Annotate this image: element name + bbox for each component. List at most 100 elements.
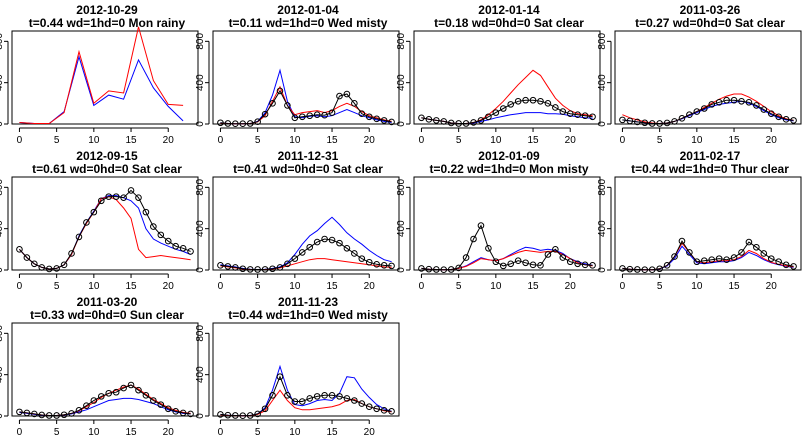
data-point — [700, 105, 708, 112]
data-point — [485, 245, 492, 252]
panel-title-date: 2011-03-20 — [77, 295, 138, 309]
data-point — [462, 254, 470, 261]
data-point — [455, 120, 462, 127]
data-point — [187, 410, 194, 418]
data-point — [537, 262, 544, 269]
data-point — [760, 250, 768, 257]
data-point — [298, 249, 306, 256]
data-point — [164, 237, 172, 245]
data-point — [53, 265, 60, 272]
data-point — [767, 110, 775, 117]
data-point — [60, 411, 68, 419]
data-point — [254, 410, 261, 418]
panel-4: 2011-03-26t=0.27 wd=0hd=0 Sat clear 0 5 10 1… — [597, 3, 802, 146]
data-point — [23, 254, 31, 261]
data-point — [83, 402, 90, 409]
data-point — [291, 114, 299, 122]
data-point — [232, 264, 239, 271]
series-line-3 — [220, 375, 392, 417]
data-point — [566, 258, 574, 266]
panel-title-date: 2012-01-09 — [478, 149, 540, 163]
data-point — [790, 117, 797, 124]
x-tick-label: 20 — [163, 135, 175, 146]
data-point — [53, 412, 60, 419]
data-point — [715, 255, 723, 262]
series-line-1 — [19, 195, 191, 270]
data-point — [135, 194, 142, 201]
data-point — [23, 409, 31, 417]
data-point — [492, 258, 500, 266]
data-point — [127, 187, 135, 194]
data-point — [499, 105, 507, 112]
data-point — [187, 248, 194, 255]
data-point — [306, 243, 314, 251]
data-point — [239, 265, 247, 273]
data-point — [261, 266, 269, 273]
data-point — [529, 96, 537, 104]
data-point — [217, 411, 224, 418]
data-point — [112, 193, 120, 200]
panel-title-date: 2011-11-23 — [278, 295, 338, 309]
data-point — [522, 259, 529, 267]
x-tick-label: 10 — [691, 135, 703, 146]
x-tick-label: 0 — [17, 281, 23, 292]
data-point — [418, 114, 425, 122]
data-point — [284, 260, 291, 268]
plot-frame — [212, 322, 400, 417]
data-point — [678, 115, 686, 122]
data-point — [313, 238, 321, 246]
x-tick-label: 15 — [125, 427, 137, 438]
plot-frame — [11, 30, 199, 125]
data-point — [522, 96, 529, 104]
data-point — [365, 258, 373, 266]
data-point — [16, 246, 23, 253]
y-tick-label: 0 — [195, 413, 206, 419]
data-point — [589, 113, 596, 121]
data-point — [68, 410, 75, 417]
data-point — [552, 104, 559, 111]
data-point — [507, 260, 515, 268]
x-tick-label: 20 — [364, 427, 376, 438]
data-point — [172, 242, 179, 250]
data-point — [634, 266, 641, 273]
data-point — [790, 263, 797, 270]
x-tick-label: 10 — [88, 427, 100, 438]
data-point — [60, 261, 68, 269]
data-point — [343, 245, 351, 252]
data-point — [276, 373, 284, 381]
data-point — [142, 392, 150, 399]
plot-frame — [614, 30, 802, 125]
x-tick-label: 15 — [326, 281, 338, 292]
data-point — [358, 400, 366, 407]
data-point — [269, 265, 276, 273]
panel-title-info: t=0.44 wd=1hd=0 Wed misty — [228, 308, 388, 322]
x-tick-label: 5 — [54, 427, 60, 438]
x-tick-label: 15 — [326, 427, 338, 438]
x-tick-label: 10 — [88, 135, 100, 146]
data-point — [224, 411, 232, 419]
data-point — [97, 393, 105, 400]
data-point — [120, 384, 127, 392]
data-point — [343, 90, 351, 98]
data-point — [172, 408, 179, 415]
data-point — [566, 110, 574, 117]
data-point — [373, 405, 380, 413]
data-point — [336, 239, 343, 247]
y-tick-label: 400 — [396, 74, 407, 91]
data-point — [440, 266, 448, 273]
data-point — [298, 398, 306, 405]
data-point — [767, 255, 775, 262]
data-point — [142, 208, 150, 216]
data-point — [730, 96, 738, 104]
data-point — [306, 395, 314, 402]
x-tick-label: 15 — [527, 135, 539, 146]
panel-title-info: t=0.44 wd=1hd=0 Thur clear — [631, 162, 789, 176]
panel-8: 2011-02-17t=0.44 wd=1hd=0 Thur clear 0 5 10… — [597, 149, 802, 292]
data-point — [723, 256, 730, 263]
data-point — [120, 194, 127, 201]
data-point — [343, 395, 351, 402]
panel-10: 2011-11-23t=0.44 wd=1hd=0 Wed misty 0 5 10 1… — [195, 295, 400, 438]
data-point — [447, 119, 455, 127]
x-tick-label: 20 — [565, 281, 577, 292]
